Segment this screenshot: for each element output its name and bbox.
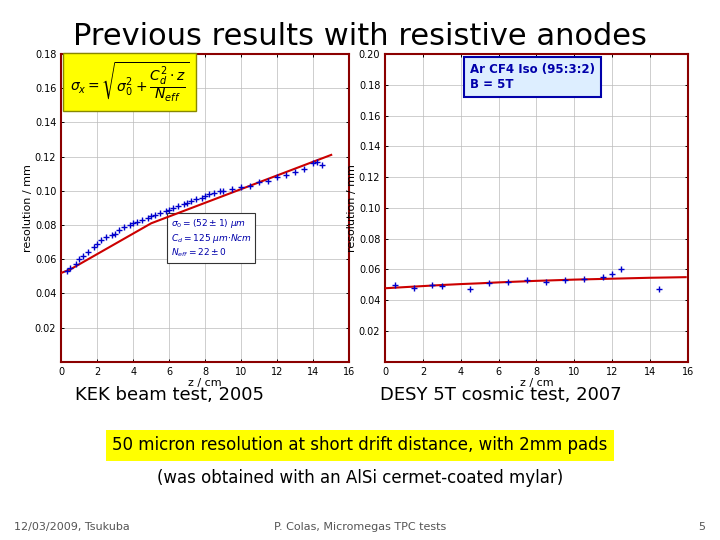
Text: (was obtained with an AlSi cermet-coated mylar): (was obtained with an AlSi cermet-coated…	[157, 469, 563, 487]
X-axis label: z / cm: z / cm	[189, 378, 222, 388]
Text: P. Colas, Micromegas TPC tests: P. Colas, Micromegas TPC tests	[274, 522, 446, 532]
Text: KEK beam test, 2005: KEK beam test, 2005	[75, 386, 264, 404]
Text: 12/03/2009, Tsukuba: 12/03/2009, Tsukuba	[14, 522, 130, 532]
Text: 5: 5	[698, 522, 706, 532]
Y-axis label: resolution / mm: resolution / mm	[348, 164, 357, 252]
Text: 50 micron resolution at short drift distance, with 2mm pads: 50 micron resolution at short drift dist…	[112, 436, 608, 455]
Text: $\sigma_x = \sqrt{\sigma_0^2 + \dfrac{C_d^2 \cdot z}{N_{eff}}}$: $\sigma_x = \sqrt{\sigma_0^2 + \dfrac{C_…	[70, 60, 189, 104]
Y-axis label: resolution / mm: resolution / mm	[24, 164, 33, 252]
Text: $\sigma_0 = (52 \pm 1)\ \mu m$
$C_d = 125\ \mu m{\cdot}Ncm$
$N_{eff} = 22 \pm 0$: $\sigma_0 = (52 \pm 1)\ \mu m$ $C_d = 12…	[171, 217, 251, 259]
X-axis label: z / cm: z / cm	[520, 378, 553, 388]
Text: Ar CF4 Iso (95:3:2)
B = 5T: Ar CF4 Iso (95:3:2) B = 5T	[470, 63, 595, 91]
Text: Previous results with resistive anodes: Previous results with resistive anodes	[73, 22, 647, 51]
Text: DESY 5T cosmic test, 2007: DESY 5T cosmic test, 2007	[379, 386, 621, 404]
